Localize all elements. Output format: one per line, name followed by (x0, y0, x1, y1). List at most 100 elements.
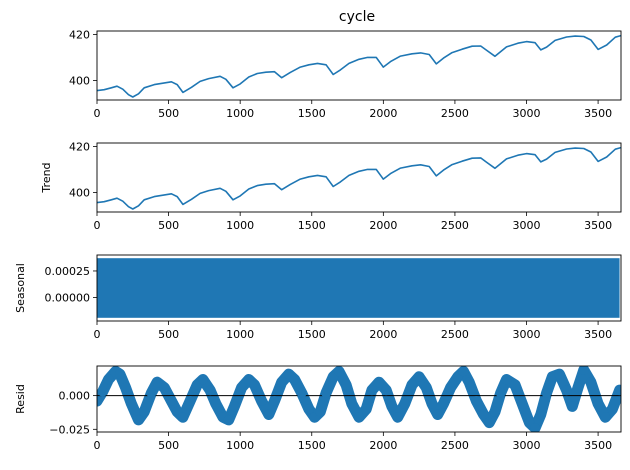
y-tick-label: 0.00000 (45, 292, 91, 305)
x-tick-label: 2500 (441, 439, 469, 452)
panels: 0 500 1000 1500 2000 2500 3000 3500 400 420 0 500 10… (14, 28, 622, 452)
axes-frame (96, 30, 622, 101)
residual-point (374, 377, 384, 388)
residual-point (166, 396, 177, 406)
residual-point (573, 382, 583, 393)
residual-point (578, 366, 589, 375)
x-tick-label: 2500 (441, 219, 469, 232)
residual-point (490, 406, 500, 417)
residual-point (120, 382, 131, 393)
residual-point (421, 382, 432, 393)
x-tick-label: 1000 (226, 107, 254, 120)
residual-point (146, 387, 157, 398)
residual-point (561, 385, 572, 396)
residual-point (495, 387, 506, 398)
residual-point (386, 401, 397, 412)
x-tick-label: 0 (94, 328, 101, 341)
residual-point (585, 377, 596, 388)
y-axis-label: Resid (14, 384, 27, 414)
residual-point (484, 417, 495, 428)
y-tick-label: 0.00025 (45, 265, 91, 278)
residual-point (97, 396, 102, 406)
residual-point (541, 387, 552, 398)
residual-point (445, 382, 456, 393)
residual-point (133, 414, 144, 425)
axes-frame (96, 254, 622, 322)
x-tick-label: 1500 (298, 328, 326, 341)
y-tick-label: 400 (69, 74, 90, 87)
x-tick-label: 1500 (298, 219, 326, 232)
residual-point (517, 398, 528, 409)
residual-point (464, 377, 475, 388)
residual-point (205, 385, 216, 396)
y-axis-label: Seasonal (14, 263, 27, 313)
residual-point (530, 423, 541, 432)
residual-point (354, 412, 364, 423)
residual-point (478, 409, 489, 420)
x-tick-label: 500 (158, 219, 179, 232)
plot-area-4 (97, 366, 621, 432)
residual-point (126, 398, 137, 409)
x-tick-label: 2500 (441, 328, 469, 341)
x-tick-label: 2000 (369, 439, 397, 452)
residual-point (321, 387, 332, 398)
residual-point (438, 398, 449, 409)
series-line (97, 34, 621, 98)
axes-frame (96, 142, 622, 213)
residual-point (510, 379, 521, 390)
residual-point (361, 404, 372, 415)
residual-point (458, 366, 469, 377)
residual-point (229, 401, 240, 412)
x-tick-label: 1000 (226, 219, 254, 232)
figure-title: cycle (339, 9, 375, 25)
residual-point (471, 396, 482, 406)
x-tick-label: 1500 (298, 439, 326, 452)
residual-point (152, 377, 163, 388)
residual-point (407, 379, 417, 390)
residual-point (210, 398, 221, 409)
residual-point (139, 406, 150, 417)
residual-point (159, 382, 170, 393)
residual-point (399, 398, 410, 409)
residual-point (223, 414, 234, 425)
x-tick-label: 3500 (584, 439, 612, 452)
residual-point (554, 369, 565, 380)
y-tick-label: 420 (69, 140, 90, 153)
x-tick-label: 3000 (513, 439, 541, 452)
axes-frame (96, 365, 622, 433)
panel-2: 0 500 1000 1500 2000 2500 3000 3500 400 420 Trend (40, 140, 622, 232)
x-tick-label: 3000 (513, 219, 541, 232)
residual-point (346, 398, 357, 409)
residual-point (341, 379, 352, 390)
seasonal-band (97, 258, 620, 318)
residual-point (276, 377, 287, 388)
panel-4: 0 500 1000 1500 2000 2500 3000 3500 −0.025 0.000 R… (14, 365, 622, 452)
x-tick-label: 2500 (441, 107, 469, 120)
series-line (97, 146, 621, 210)
y-tick-label: −0.025 (49, 423, 90, 436)
residual-point (97, 386, 108, 397)
y-axis-label: Trend (40, 162, 53, 193)
x-tick-label: 3500 (584, 328, 612, 341)
residual-point (296, 387, 307, 398)
residual-point (114, 369, 125, 380)
y-tick-label: 400 (69, 186, 90, 199)
y-tick-label: 0.000 (59, 390, 91, 403)
residual-point (103, 374, 114, 385)
panel-3: 0 500 1000 1500 2000 2500 3000 3500 0.00000 0.000… (14, 254, 622, 341)
x-tick-label: 2000 (369, 328, 397, 341)
x-tick-label: 1500 (298, 107, 326, 120)
residual-point (392, 412, 403, 423)
x-tick-label: 500 (158, 107, 179, 120)
residual-point (315, 406, 326, 417)
residual-point (614, 385, 621, 396)
x-tick-label: 3000 (513, 107, 541, 120)
residual-point (607, 404, 618, 415)
x-tick-label: 0 (94, 439, 101, 452)
residual-point (501, 374, 512, 385)
x-tick-label: 500 (158, 328, 179, 341)
residual-point (567, 401, 578, 412)
residual-point (427, 398, 437, 409)
residual-point (177, 412, 188, 423)
